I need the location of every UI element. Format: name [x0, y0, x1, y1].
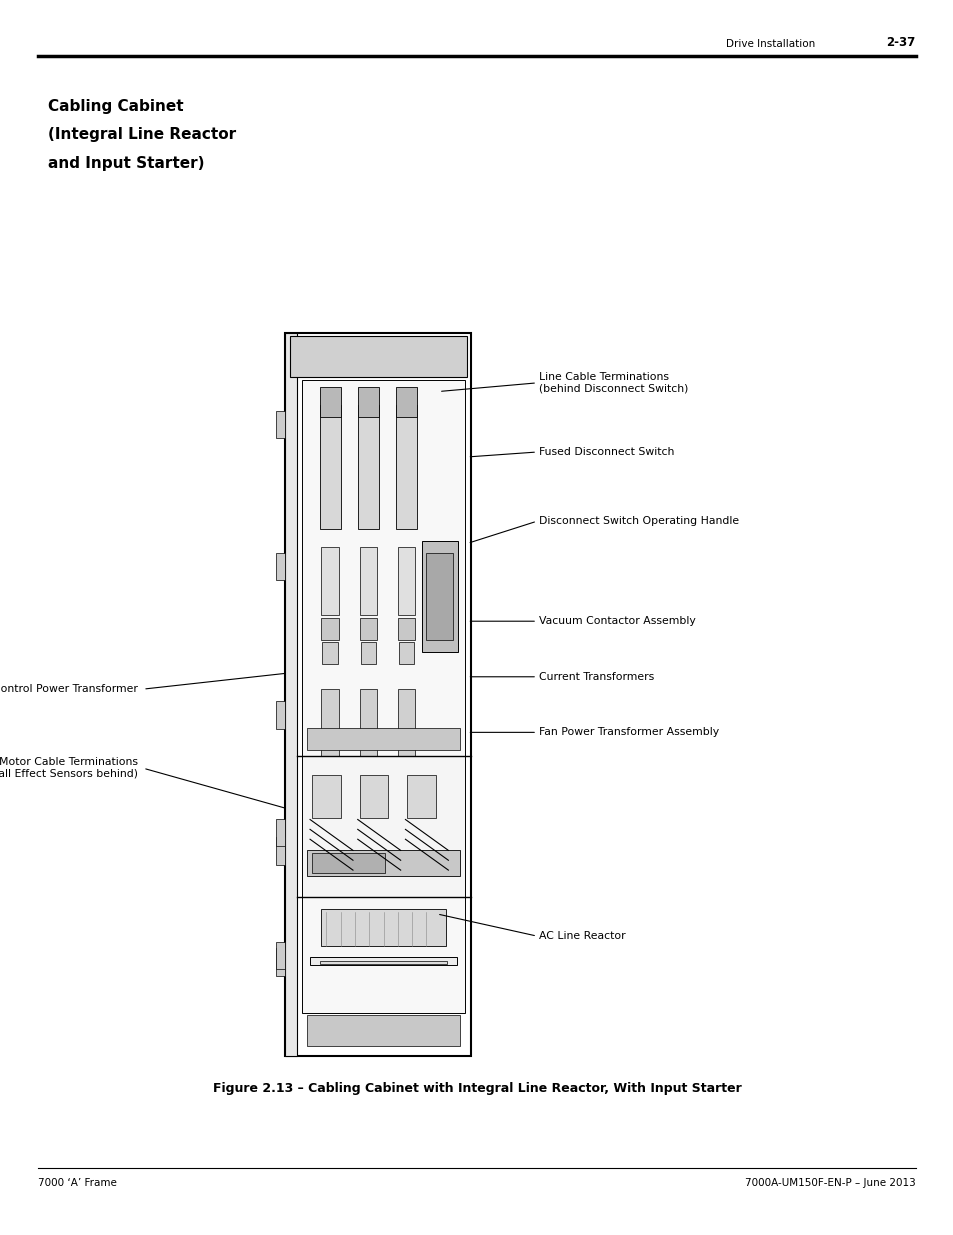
- Text: 7000A-UM150F-EN-P – June 2013: 7000A-UM150F-EN-P – June 2013: [744, 1178, 915, 1188]
- Bar: [312, 774, 340, 818]
- Bar: [357, 405, 378, 529]
- Bar: [357, 387, 378, 417]
- Text: Disconnect Switch Operating Handle: Disconnect Switch Operating Handle: [538, 516, 739, 526]
- Text: Fan Power Transformer Assembly: Fan Power Transformer Assembly: [538, 727, 719, 737]
- Bar: [310, 957, 456, 965]
- Bar: [359, 774, 388, 818]
- Bar: [397, 547, 415, 615]
- Text: Cabling Cabinet: Cabling Cabinet: [48, 99, 183, 114]
- Text: AC Line Reactor: AC Line Reactor: [538, 931, 625, 941]
- Bar: [275, 553, 285, 580]
- Bar: [321, 547, 338, 615]
- Bar: [360, 642, 375, 664]
- Bar: [285, 333, 296, 1056]
- Bar: [395, 405, 416, 529]
- Bar: [307, 1015, 459, 1046]
- Bar: [321, 618, 338, 640]
- Bar: [302, 380, 464, 756]
- Bar: [302, 897, 464, 1013]
- Bar: [397, 689, 415, 763]
- Text: (Integral Line Reactor: (Integral Line Reactor: [48, 127, 235, 142]
- Text: Drive Installation: Drive Installation: [725, 40, 815, 49]
- Bar: [421, 541, 457, 652]
- Bar: [321, 909, 445, 946]
- Bar: [395, 387, 416, 417]
- Text: 7000 ‘A’ Frame: 7000 ‘A’ Frame: [38, 1178, 117, 1188]
- Bar: [285, 333, 471, 1056]
- Bar: [307, 851, 459, 876]
- Bar: [312, 853, 384, 873]
- Bar: [397, 618, 415, 640]
- Bar: [359, 689, 376, 763]
- Bar: [319, 961, 447, 965]
- Bar: [398, 642, 414, 664]
- Bar: [319, 387, 340, 417]
- Bar: [275, 942, 285, 969]
- Bar: [275, 819, 285, 846]
- Bar: [275, 837, 285, 864]
- Bar: [407, 774, 436, 818]
- Text: Line Cable Terminations
(behind Disconnect Switch): Line Cable Terminations (behind Disconne…: [538, 372, 688, 394]
- Bar: [359, 618, 376, 640]
- Bar: [426, 553, 453, 640]
- Text: and Input Starter): and Input Starter): [48, 156, 204, 170]
- Bar: [322, 642, 337, 664]
- Bar: [319, 405, 340, 529]
- Text: Vacuum Contactor Assembly: Vacuum Contactor Assembly: [538, 616, 695, 626]
- Bar: [307, 727, 459, 750]
- Bar: [275, 701, 285, 729]
- Text: Figure 2.13 – Cabling Cabinet with Integral Line Reactor, With Input Starter: Figure 2.13 – Cabling Cabinet with Integ…: [213, 1082, 740, 1095]
- Bar: [359, 547, 376, 615]
- Text: 2-37: 2-37: [885, 36, 915, 49]
- Text: Control Power Transformer: Control Power Transformer: [0, 684, 138, 694]
- Text: Current Transformers: Current Transformers: [538, 672, 654, 682]
- Text: Fused Disconnect Switch: Fused Disconnect Switch: [538, 447, 674, 457]
- Bar: [275, 948, 285, 976]
- Bar: [302, 756, 464, 897]
- Bar: [290, 336, 466, 377]
- Text: Motor Cable Terminations
(Hall Effect Sensors behind): Motor Cable Terminations (Hall Effect Se…: [0, 757, 138, 779]
- Bar: [275, 411, 285, 438]
- Bar: [321, 689, 338, 763]
